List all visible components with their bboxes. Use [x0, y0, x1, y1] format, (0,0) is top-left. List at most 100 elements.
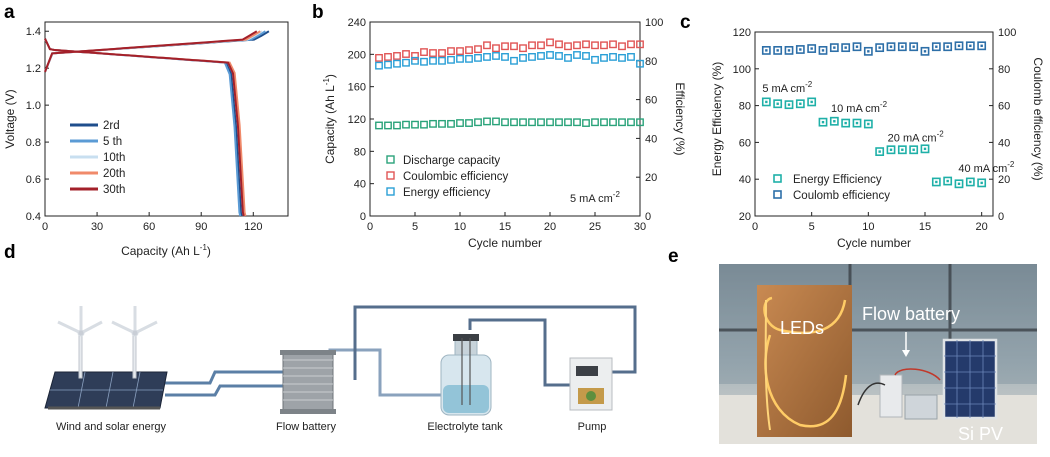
data-point-0 — [546, 118, 554, 127]
data-point-core-1 — [957, 44, 961, 47]
data-point-1 — [447, 47, 455, 56]
x-tick-label: 5 — [412, 221, 418, 233]
panel-c-ylabel-right: Coulomb efficiency (%) — [1031, 57, 1045, 180]
data-point-2 — [564, 53, 572, 62]
panel-letter-a: a — [4, 2, 15, 23]
pipes — [165, 305, 637, 397]
legend-label-3: 20th — [103, 168, 125, 180]
data-point-core-1 — [878, 46, 881, 49]
panel-letter-c: c — [680, 12, 691, 33]
data-point-0 — [555, 118, 563, 127]
data-point-0 — [591, 118, 599, 127]
data-point-0 — [501, 118, 509, 127]
y-tick-left-label: 40 — [354, 179, 366, 191]
data-point-1 — [555, 40, 563, 49]
label-electrolyte-tank: Electrolyte tank — [427, 421, 503, 433]
data-point-core-1 — [901, 45, 904, 48]
photo-label-leds: LEDs — [780, 318, 824, 338]
data-point-core-0 — [969, 180, 972, 184]
data-point-2 — [393, 59, 401, 68]
y-tick-right-label: 60 — [998, 101, 1010, 113]
legend-label-2: 10th — [103, 152, 125, 164]
y-tick-left-label: 20 — [739, 211, 751, 223]
legend-swatch-1 — [386, 171, 395, 180]
data-point-1 — [474, 45, 482, 54]
data-point-2 — [411, 56, 419, 65]
data-point-1 — [636, 40, 644, 49]
x-tick-label: 30 — [91, 221, 103, 233]
data-point-0 — [438, 119, 446, 128]
data-point-1 — [627, 40, 635, 49]
data-point-1 — [528, 41, 536, 50]
data-point-1 — [375, 53, 383, 62]
data-point-1 — [510, 42, 518, 51]
data-point-0 — [492, 117, 500, 126]
panel-c-legend: Energy Efficiency Coulomb efficiency — [773, 174, 890, 202]
solar-panels — [44, 371, 168, 410]
data-point-1 — [591, 41, 599, 50]
data-point-2 — [402, 58, 410, 67]
data-point-core-1 — [765, 49, 768, 52]
panel-a-ylabel: Voltage (V) — [3, 89, 17, 148]
y-tick-right-label: 100 — [645, 17, 663, 29]
data-point-0 — [564, 118, 572, 127]
data-point-2 — [582, 52, 590, 60]
data-point-0 — [384, 121, 392, 130]
y-tick-left-label: 60 — [739, 137, 751, 149]
x-tick-label: 10 — [862, 221, 874, 233]
data-point-2 — [510, 56, 518, 65]
panel-b-legend: Discharge capacity Coulombic efficiency En… — [386, 155, 509, 199]
x-tick-label: 0 — [367, 221, 373, 233]
y-tick-left-label: 80 — [354, 146, 366, 158]
y-tick-right-label: 20 — [998, 174, 1010, 186]
data-point-1 — [438, 49, 446, 57]
data-point-0 — [474, 118, 482, 127]
data-point-core-0 — [765, 100, 768, 104]
y-tick-right-label: 40 — [998, 137, 1010, 149]
flow-battery-device — [857, 368, 941, 420]
current-density-label-1: 10 mA cm-2 — [831, 100, 888, 115]
data-point-2 — [618, 53, 626, 62]
data-point-0 — [447, 119, 455, 128]
x-tick-label: 5 — [809, 221, 815, 233]
label-wind-solar: Wind and solar energy — [56, 421, 167, 433]
x-tick-label: 0 — [42, 221, 48, 233]
data-point-2 — [492, 52, 500, 60]
data-point-core-1 — [821, 49, 825, 52]
data-point-0 — [627, 118, 635, 127]
data-point-2 — [555, 52, 563, 60]
y-tick-label: 1.0 — [26, 100, 41, 112]
y-tick-left-label: 100 — [733, 64, 751, 76]
y-tick-left-label: 80 — [739, 101, 751, 113]
flow-battery-icon — [280, 350, 336, 414]
x-tick-label: 25 — [589, 221, 601, 233]
data-point-1 — [573, 41, 581, 50]
data-point-core-0 — [878, 150, 881, 153]
data-point-1 — [411, 52, 419, 60]
y-tick-left-label: 0 — [360, 211, 366, 223]
data-point-core-0 — [867, 122, 870, 126]
x-tick-label: 20 — [544, 221, 556, 233]
data-point-core-1 — [912, 45, 915, 48]
data-point-0 — [582, 119, 590, 127]
legend-swatch-0 — [386, 155, 395, 164]
panel-c-frame — [754, 31, 994, 217]
data-point-2 — [447, 55, 455, 64]
y-tick-left-label: 40 — [739, 174, 751, 186]
panel-a-xlabel: Capacity (Ah L-1) — [121, 243, 211, 258]
x-tick-label: 60 — [143, 221, 155, 233]
current-density-label-3: 40 mA cm-2 — [958, 160, 1015, 175]
legend-label-0: Discharge capacity — [403, 155, 500, 167]
panel-e-photo: LEDs Flow battery Si PV — [719, 264, 1037, 444]
data-point-0 — [420, 120, 428, 129]
panel-a-legend: 2rd 5 th 10th 20th 30th — [70, 120, 125, 196]
photo-label-flow-battery: Flow battery — [862, 304, 960, 324]
x-tick-label: 15 — [919, 221, 931, 233]
data-point-1 — [402, 50, 410, 58]
data-point-1 — [393, 52, 401, 60]
data-point-2 — [384, 60, 392, 69]
data-point-2 — [600, 53, 608, 62]
data-point-2 — [528, 53, 536, 61]
current-density-label-2: 20 mA cm-2 — [888, 130, 945, 145]
data-point-2 — [519, 53, 527, 62]
